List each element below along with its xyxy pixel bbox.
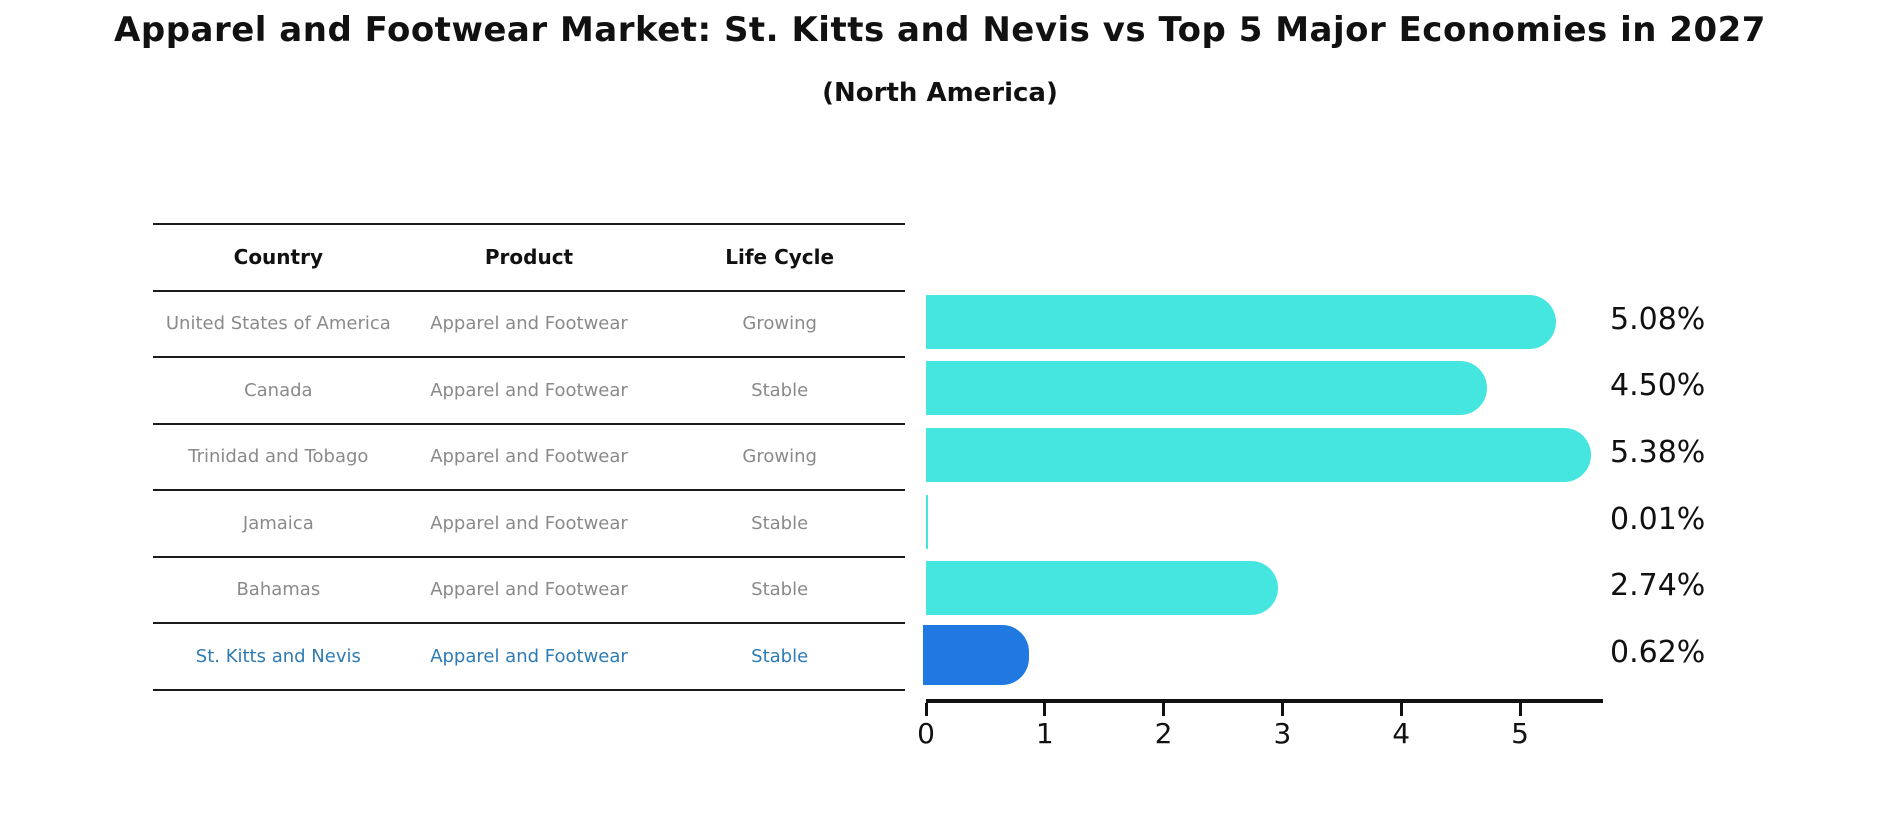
x-axis-tick <box>1518 703 1522 716</box>
cell-life-cycle: Stable <box>751 645 809 667</box>
cell-country: St. Kitts and Nevis <box>195 645 361 667</box>
cell-life-cycle: Stable <box>751 512 809 534</box>
table-row: Canada Apparel and Footwear Stable <box>153 358 905 425</box>
header-cell-life-cycle: Life Cycle <box>725 245 835 270</box>
value-label: 2.74% <box>1610 568 1706 604</box>
cell-life-cycle: Growing <box>742 446 817 468</box>
x-axis-tick-label: 3 <box>1273 717 1292 750</box>
x-axis-tick-label: 4 <box>1392 717 1411 750</box>
x-axis-tick <box>1043 703 1047 716</box>
value-label: 0.01% <box>1610 501 1706 537</box>
table-header-row: Country Product Life Cycle <box>153 225 905 292</box>
cell-product: Apparel and Footwear <box>430 313 628 335</box>
value-label: 0.62% <box>1610 634 1706 670</box>
value-label: 5.38% <box>1610 434 1706 470</box>
cell-life-cycle: Growing <box>742 313 817 335</box>
header-cell-country: Country <box>233 245 323 270</box>
cell-country: Canada <box>244 379 313 401</box>
cell-product: Apparel and Footwear <box>430 379 628 401</box>
cell-product: Apparel and Footwear <box>430 579 628 601</box>
x-axis-tick <box>1162 703 1166 716</box>
cell-product: Apparel and Footwear <box>430 446 628 468</box>
comparison-table: Country Product Life Cycle United States… <box>153 223 905 691</box>
cell-country: Jamaica <box>242 512 314 534</box>
header-cell-product: Product <box>484 245 574 270</box>
bar-trinidad-and-tobago <box>926 427 1592 482</box>
x-axis-line <box>926 699 1604 703</box>
x-axis-tick-label: 0 <box>917 717 935 750</box>
bar-canada <box>926 361 1487 416</box>
bar-st-kitts-and-nevis <box>923 624 1029 685</box>
x-axis-tick <box>1280 703 1284 716</box>
table-row: United States of America Apparel and Foot… <box>153 292 905 358</box>
cell-country: United States of America <box>165 313 391 335</box>
cell-product: Apparel and Footwear <box>430 512 628 534</box>
cell-life-cycle: Stable <box>751 579 809 601</box>
x-axis-tick-label: 5 <box>1511 717 1529 750</box>
bar-jamaica <box>926 494 928 549</box>
cell-product: Apparel and Footwear <box>430 645 628 667</box>
cell-country: Trinidad and Tobago <box>188 446 369 468</box>
cell-country: Bahamas <box>236 579 321 601</box>
cell-life-cycle: Stable <box>751 379 809 401</box>
table-row: Bahamas Apparel and Footwear Stable <box>153 558 905 624</box>
table-row: Jamaica Apparel and Footwear Stable <box>153 491 905 558</box>
page-subtitle: (North America) <box>822 78 1058 108</box>
bar-bahamas <box>926 561 1278 616</box>
table-row: Trinidad and Tobago Apparel and Footwear G… <box>153 425 905 491</box>
x-axis-tick-label: 2 <box>1154 717 1173 750</box>
x-axis-tick <box>924 703 928 716</box>
page-title: Apparel and Footwear Market: St. Kitts a… <box>114 10 1766 50</box>
table-row: St. Kitts and Nevis Apparel and Footwear S… <box>153 624 905 691</box>
bar-united-states-of-america <box>926 294 1556 349</box>
x-axis-tick <box>1399 703 1403 716</box>
x-axis-tick-label: 1 <box>1035 717 1054 750</box>
value-label: 5.08% <box>1610 301 1706 337</box>
value-label: 4.50% <box>1610 368 1706 404</box>
